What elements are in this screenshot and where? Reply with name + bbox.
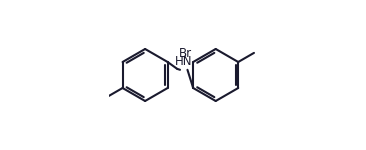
Text: HN: HN xyxy=(175,55,193,68)
Text: Br: Br xyxy=(179,47,193,60)
